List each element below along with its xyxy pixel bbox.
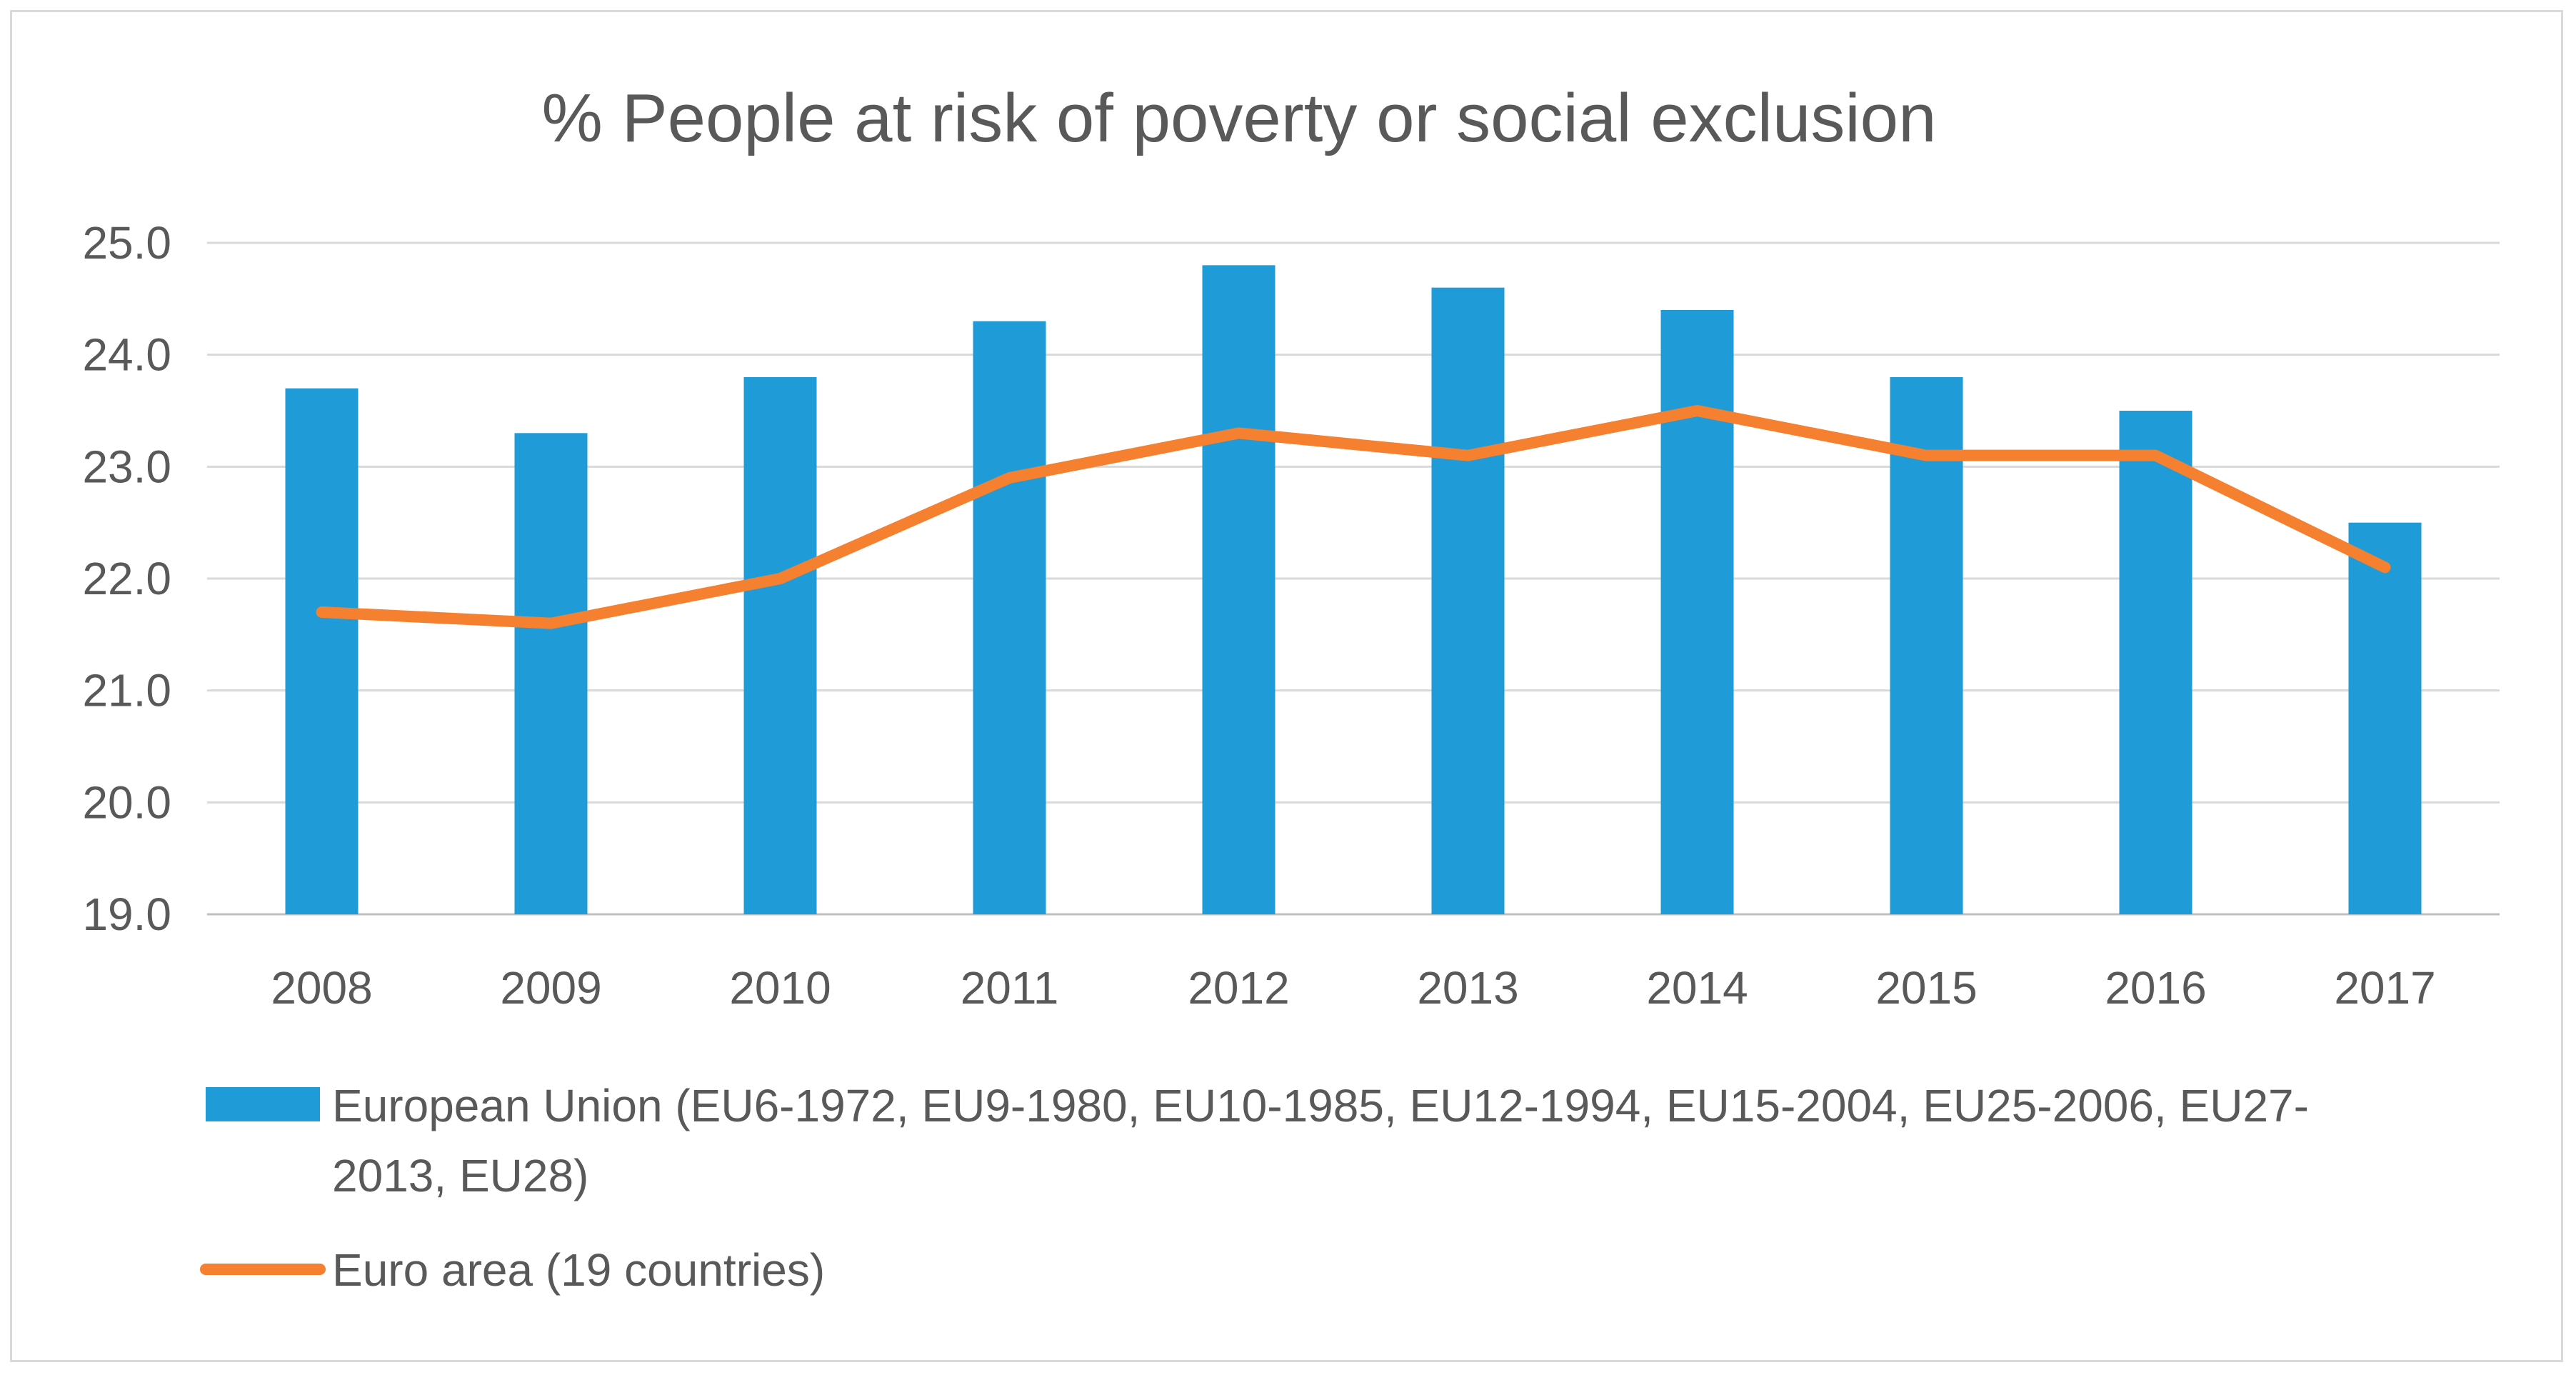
x-tick-label: 2015 [1875,962,1977,1014]
legend-swatch-european-union [206,1087,320,1121]
x-tick-label: 2012 [1188,962,1289,1014]
y-axis-tick-labels: 19.0 20.0 21.0 22.0 23.0 24.0 25.0 [82,217,171,940]
x-tick-label: 2014 [1646,962,1748,1014]
y-tick-label: 21.0 [82,665,171,716]
bar-2009 [514,433,588,914]
chart-title: % People at risk of poverty or social ex… [542,80,1937,156]
y-tick-label: 19.0 [82,889,171,940]
bar-2015 [1890,377,1963,914]
x-axis-tick-labels: 2008 2009 2010 2011 2012 2013 2014 2015 2016 2017 [271,962,2435,1014]
bar-2013 [1431,287,1505,915]
x-tick-label: 2008 [271,962,372,1014]
bar-2011 [973,321,1046,915]
bar-2008 [285,388,359,914]
legend-label-euro-area: Euro area (19 countries) [332,1244,825,1296]
x-tick-label: 2013 [1417,962,1518,1014]
x-tick-label: 2010 [729,962,831,1014]
euro-area-line [316,405,2391,629]
line-series [316,405,2391,629]
gridlines [207,241,2500,916]
legend-label-european-union: European Union (EU6-1972, EU9-1980, EU10… [332,1080,2309,1131]
bar-2012 [1202,265,1276,914]
legend-label-european-union: 2013, EU28) [332,1150,588,1201]
x-tick-label: 2009 [500,962,601,1014]
bar-2017 [2348,522,2422,914]
line-point-2015 [1926,455,1927,456]
y-tick-label: 23.0 [82,441,171,492]
x-tick-label: 2017 [2334,962,2435,1014]
bar-series [285,265,2422,915]
bar-2016 [2119,411,2192,914]
x-tick-label: 2016 [2105,962,2206,1014]
line-point-2008 [321,611,322,613]
line-point-2011 [1009,477,1010,479]
legend: European Union (EU6-1972, EU9-1980, EU10… [200,1080,2309,1296]
x-tick-label: 2011 [961,962,1059,1014]
bar-2014 [1660,310,1734,914]
y-tick-label: 24.0 [82,329,171,381]
y-tick-label: 25.0 [82,217,171,269]
y-tick-label: 22.0 [82,553,171,604]
y-tick-label: 20.0 [82,776,171,828]
line-point-2012 [1238,432,1239,434]
bar-2010 [743,377,817,914]
line-point-2016 [2155,455,2156,456]
